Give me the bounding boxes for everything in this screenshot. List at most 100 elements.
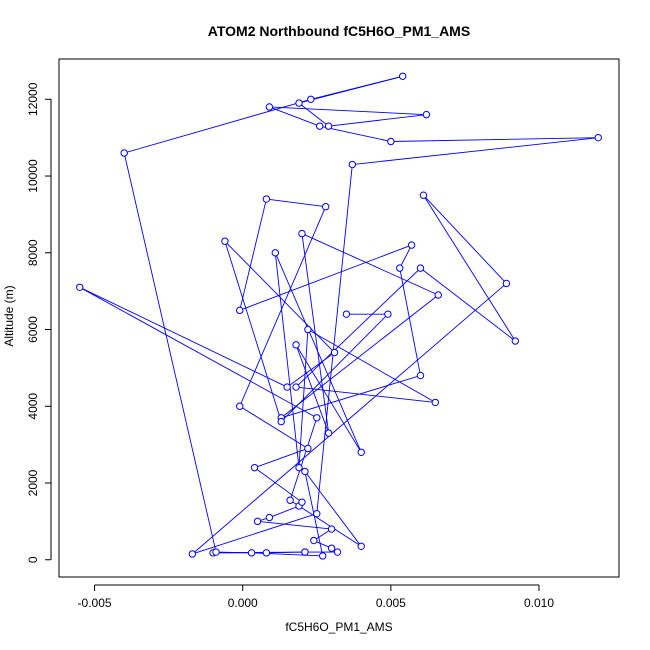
x-tick-label: -0.005 xyxy=(78,596,112,610)
data-point xyxy=(292,383,300,391)
series-segment xyxy=(269,505,300,518)
series-segment xyxy=(298,329,309,468)
y-axis-label: Altitude (m) xyxy=(2,285,16,346)
data-point xyxy=(324,122,333,130)
data-point xyxy=(416,371,425,380)
data-point xyxy=(316,122,324,130)
y-tick-label: 2000 xyxy=(26,469,40,496)
data-point xyxy=(321,203,330,211)
series-segment xyxy=(269,106,427,116)
data-point xyxy=(265,103,274,111)
series-segment xyxy=(280,294,439,419)
data-point xyxy=(324,429,333,437)
series-segment xyxy=(224,241,282,422)
data-point xyxy=(188,550,197,558)
data-point xyxy=(594,133,602,142)
series-segment xyxy=(123,152,217,553)
x-tick-label: 0.010 xyxy=(524,596,554,610)
y-tick-label: 12000 xyxy=(26,82,40,116)
chart-title: ATOM2 Northbound fC5H6O_PM1_AMS xyxy=(208,23,470,39)
series-segment xyxy=(316,164,353,514)
series-segment xyxy=(257,520,332,530)
series-segment xyxy=(307,329,436,403)
data-point xyxy=(387,137,395,146)
series-segment xyxy=(269,106,320,127)
series-segment xyxy=(79,286,288,388)
data-point xyxy=(313,414,321,422)
data-point xyxy=(307,95,315,103)
data-point xyxy=(76,283,84,292)
y-axis: 0 2000 4000 6000 8000 10000 12000 xyxy=(26,82,52,563)
series-segment xyxy=(266,551,305,554)
data-point xyxy=(348,160,357,169)
series-segment xyxy=(423,194,507,284)
y-tick-label: 8000 xyxy=(26,239,40,266)
data-point xyxy=(247,549,256,557)
data-point xyxy=(304,444,312,453)
data-point xyxy=(313,509,321,518)
data-point xyxy=(357,542,365,551)
data-point xyxy=(301,548,309,556)
plot-frame xyxy=(58,58,620,578)
series-points xyxy=(76,72,602,560)
series-segment xyxy=(423,194,516,342)
series-segment xyxy=(420,267,516,342)
data-point xyxy=(419,191,428,199)
x-axis-label: fC5H6O_PM1_AMS xyxy=(285,620,392,634)
data-point xyxy=(283,383,291,391)
series-segment xyxy=(239,206,327,407)
series-segment xyxy=(298,102,329,127)
data-point xyxy=(330,348,339,357)
series-segment xyxy=(280,313,389,422)
series-segment xyxy=(124,98,311,154)
data-point xyxy=(236,306,244,315)
plot-box xyxy=(58,58,620,578)
data-point xyxy=(342,310,351,318)
series-lines xyxy=(79,75,599,557)
data-point xyxy=(295,463,303,472)
data-point xyxy=(301,467,309,476)
data-point xyxy=(416,264,425,272)
series-segment xyxy=(295,267,421,388)
series-segment xyxy=(399,244,412,269)
series-segment xyxy=(289,417,318,501)
data-point xyxy=(286,496,294,504)
data-point xyxy=(357,448,365,456)
series-segment xyxy=(286,352,335,388)
data-point xyxy=(310,536,318,545)
data-point xyxy=(221,237,229,245)
y-tick-label: 4000 xyxy=(26,393,40,420)
data-point xyxy=(407,241,416,249)
series-segment xyxy=(239,198,267,311)
data-point xyxy=(236,402,244,410)
series-segment xyxy=(266,198,326,208)
data-point xyxy=(431,398,439,407)
data-point xyxy=(327,544,336,552)
series-segment xyxy=(254,448,309,469)
x-tick-label: 0.005 xyxy=(376,596,406,610)
data-point xyxy=(327,525,336,533)
series-segment xyxy=(295,386,436,403)
data-point xyxy=(304,325,312,334)
data-point xyxy=(298,498,306,506)
data-point xyxy=(292,341,300,349)
data-point xyxy=(253,517,262,526)
data-point xyxy=(250,463,259,472)
data-point xyxy=(422,110,431,119)
data-point xyxy=(298,229,306,238)
data-point xyxy=(434,291,442,299)
series-segment xyxy=(352,137,599,165)
series-segment xyxy=(328,114,427,127)
series-segment xyxy=(319,125,391,142)
series-segment xyxy=(254,467,303,503)
x-tick-label: 0.000 xyxy=(228,596,258,610)
series-segment xyxy=(224,240,335,353)
series-segment xyxy=(274,252,300,468)
data-point xyxy=(262,195,271,203)
data-point xyxy=(319,552,327,560)
series-segment xyxy=(399,268,421,376)
series-segment xyxy=(390,137,599,142)
series-segment xyxy=(304,471,362,547)
y-tick-label: 0 xyxy=(26,556,40,563)
